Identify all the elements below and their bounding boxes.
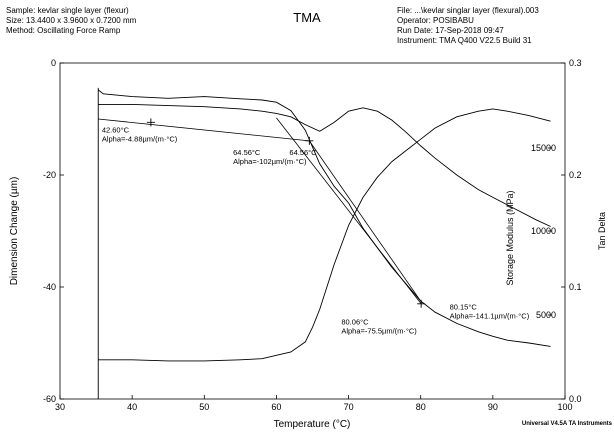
x-ticks: 30 40 50 60 70 80 90 100 [55, 395, 573, 412]
modulus-tick-label: 5000 [536, 310, 556, 320]
annotation-line: Alpha=-102µm/(m·°C) [233, 157, 307, 166]
sample-size: Size: 13.4400 x 3.9600 x 0.7200 mm [6, 16, 137, 25]
chart-title: TMA [293, 10, 321, 25]
annotation-line: Alpha=-141.1µm/(m·°C) [450, 311, 530, 320]
x-tick-label: 60 [271, 402, 281, 412]
modulus-tick-label: 15000 [531, 143, 556, 153]
markers [146, 118, 426, 308]
right-y-ticks: 0.0 0.1 0.2 0.3 [561, 58, 582, 404]
tangent-line [308, 140, 423, 303]
annotation: 42.60°C Alpha=-4.88µm/(m·°C) [102, 125, 178, 143]
modulus-ticks: 15000 10000 5000 [531, 143, 556, 320]
storage-modulus-curve [98, 108, 551, 362]
annotation-line: 42.60°C [102, 125, 130, 134]
file-name: File: ...\kevlar singlar layer (flexural… [397, 6, 539, 15]
left-tick-label: 0 [51, 58, 56, 68]
tan-delta-label: Tan Delta [597, 212, 607, 250]
right-tick-label: 0.2 [569, 170, 582, 180]
tangent-lines [98, 117, 423, 305]
sample-info: Sample: kevlar single layer (flexur) Siz… [6, 6, 136, 36]
annotation: 64.56°C [289, 148, 317, 157]
dimension-change-curve [97, 89, 551, 347]
series [97, 87, 551, 399]
x-tick-label: 50 [199, 402, 209, 412]
plot-frame [59, 62, 566, 400]
annotation-line: 64.56°C [233, 148, 261, 157]
annotation-line: 80.15°C [450, 302, 478, 311]
x-tick-label: 80 [416, 402, 426, 412]
right-tick-label: 0.0 [569, 394, 582, 404]
footer-credit: Universal V4.5A TA Instruments [522, 421, 613, 427]
annotation-line: 80.06°C [341, 318, 369, 327]
right-tick-label: 0.1 [569, 282, 582, 292]
run-date: Run Date: 17-Sep-2018 09:47 [397, 26, 504, 35]
annotation: 80.15°C Alpha=-141.1µm/(m·°C) [450, 302, 530, 320]
cross-marker [305, 136, 314, 145]
test-method: Method: Oscillating Force Ramp [6, 26, 121, 35]
left-axis-label: Dimension Change (µm) [9, 177, 20, 286]
annotations: 42.60°C Alpha=-4.88µm/(m·°C)64.56°C Alpha=… [102, 125, 530, 335]
x-axis-label: Temperature (°C) [274, 419, 351, 430]
tangent-line [276, 117, 422, 305]
x-tick-label: 90 [488, 402, 498, 412]
operator: Operator: POSIBABU [397, 16, 474, 25]
left-y-ticks: -60 -40 -20 0 [43, 58, 64, 404]
annotation: 64.56°C Alpha=-102µm/(m·°C) [233, 148, 307, 166]
sample-name: Sample: kevlar single layer (flexur) [6, 6, 129, 15]
annotation: 80.06°C Alpha=-75.5µm/(m·°C) [341, 318, 417, 336]
tan-delta-curve [98, 103, 551, 227]
run-info: File: ...\kevlar singlar layer (flexural… [397, 6, 539, 46]
x-tick-label: 40 [127, 402, 137, 412]
cross-marker [417, 299, 426, 308]
left-tick-label: -60 [43, 394, 56, 404]
annotation-line: Alpha=-4.88µm/(m·°C) [102, 134, 178, 143]
storage-modulus-label: Storage Modulus (MPa) [505, 190, 515, 285]
left-tick-label: -20 [43, 170, 56, 180]
modulus-tick-label: 10000 [531, 226, 556, 236]
instrument: Instrument: TMA Q400 V22.5 Build 31 [397, 36, 532, 45]
right-tick-label: 0.3 [569, 58, 582, 68]
tangent-line [98, 118, 310, 142]
annotation-line: Alpha=-75.5µm/(m·°C) [341, 327, 417, 336]
annotation-line: 64.56°C [289, 148, 317, 157]
x-tick-label: 70 [344, 402, 354, 412]
cross-marker [146, 118, 155, 127]
left-tick-label: -40 [43, 282, 56, 292]
x-tick-label: 100 [557, 402, 572, 412]
x-tick-label: 30 [55, 402, 65, 412]
